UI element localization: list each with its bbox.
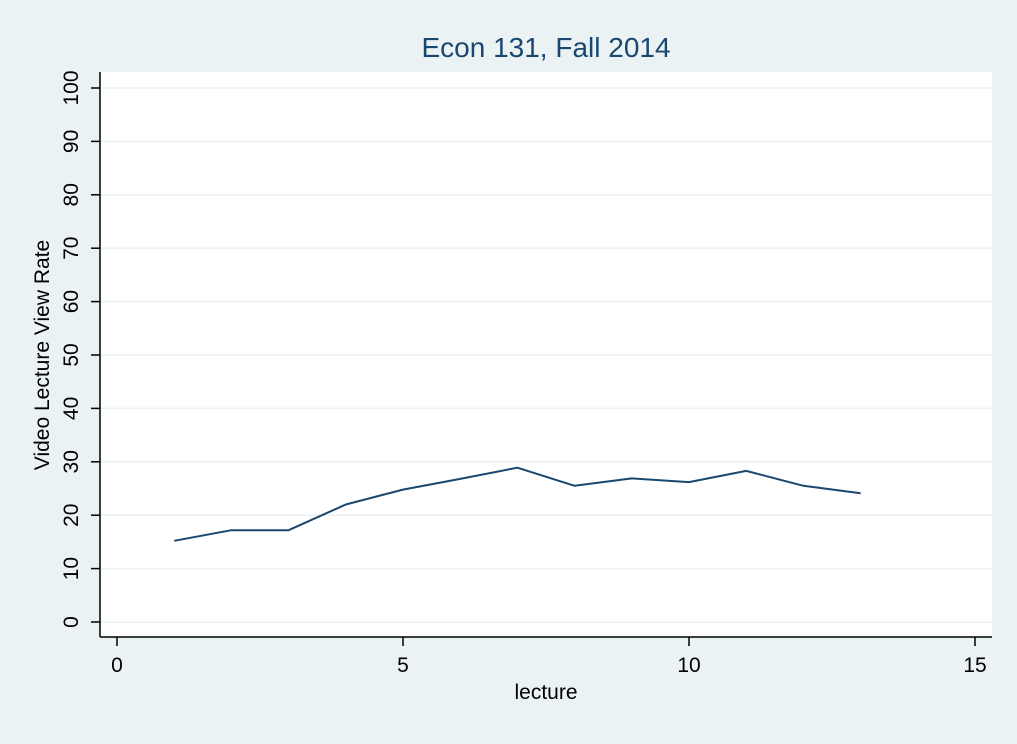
y-tick-label: 60 [60,290,83,313]
chart-title: Econ 131, Fall 2014 [421,32,670,63]
x-tick-label: 5 [397,654,409,677]
y-tick-label: 90 [60,130,83,153]
y-axis-title: Video Lecture View Rate [31,240,54,470]
y-tick-label: 70 [60,237,83,260]
y-tick-label: 100 [60,70,83,105]
x-tick-label: 10 [677,654,700,677]
y-tick-label: 0 [60,616,83,628]
series [174,466,861,542]
y-tick-label: 80 [60,183,83,206]
x-tick-label: 15 [963,654,986,677]
gridlines [100,87,992,623]
ticks: 0 10 20 30 40 50 60 70 80 90 100 0 5 10 15 [60,70,987,677]
y-tick-label: 10 [60,557,83,580]
y-tick-label: 30 [60,450,83,473]
y-tick-label: 50 [60,343,83,366]
x-axis-title: lecture [514,681,577,704]
y-tick-label: 20 [60,504,83,527]
series-line [174,466,861,542]
y-tick-label: 40 [60,397,83,420]
x-tick-label: 0 [111,654,123,677]
